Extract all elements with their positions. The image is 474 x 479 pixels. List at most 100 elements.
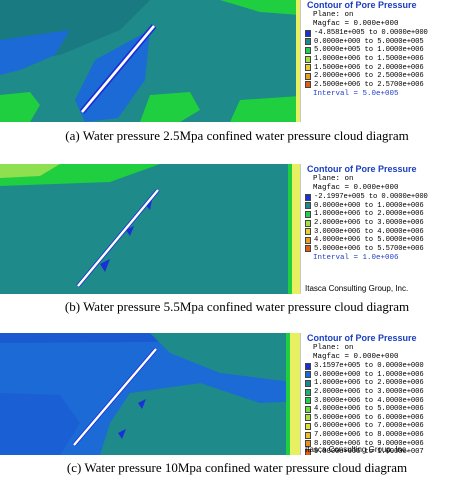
legend-row: 8.0000e+006 to 9.0000e+006 — [301, 439, 474, 448]
legend-row: 7.0000e+006 to 8.0000e+006 — [301, 431, 474, 440]
light-zone-top-left — [0, 164, 60, 178]
legend-title: Contour of Pore Pressure — [307, 164, 417, 174]
green-zone-bottom-left — [0, 92, 40, 122]
legend-range-label: 3.0000e+006 to 4.0000e+006 — [314, 227, 424, 236]
legend-range-label: 1.5000e+006 to 2.0000e+006 — [314, 63, 424, 72]
legend-row: 0.0000e+000 to 1.0000e+006 — [301, 371, 474, 380]
legend-swatch — [305, 236, 311, 244]
legend-swatch — [305, 397, 311, 405]
legend-swatch — [305, 431, 311, 439]
legend-rows: 3.1597e+005 to 0.0000e+000 0.0000e+000 t… — [301, 362, 474, 455]
legend-row: 0.0000e+000 to 1.0000e+006 — [301, 202, 474, 211]
legend-range-label: 2.0000e+006 to 3.0000e+006 — [314, 219, 424, 228]
legend-range-label: 1.0000e+006 to 2.0000e+006 — [314, 210, 424, 219]
legend-row: 1.0000e+006 to 1.5000e+006 — [301, 55, 474, 64]
legend-plane: Plane: on — [313, 11, 354, 19]
legend-row: 3.0000e+006 to 4.0000e+006 — [301, 227, 474, 236]
legend-range-label: -2.1997e+005 to 0.0000e+000 — [314, 193, 428, 202]
legend-a: Contour of Pore Pressure Plane: on Magfa… — [300, 0, 474, 122]
pocket-1 — [118, 429, 126, 439]
legend-swatch — [305, 72, 311, 80]
boundary-edge — [292, 164, 300, 294]
contour-plot-b — [0, 164, 300, 294]
legend-range-label: 5.0000e+005 to 1.0000e+006 — [314, 46, 424, 55]
legend-magfac: Magfac = 0.000e+000 — [313, 20, 399, 28]
legend-row: 6.0000e+006 to 7.0000e+006 — [301, 422, 474, 431]
legend-range-label: 4.0000e+006 to 5.0000e+006 — [314, 236, 424, 245]
legend-swatch — [305, 388, 311, 396]
legend-swatch — [305, 405, 311, 413]
legend-range-label: 2.0000e+006 to 2.5000e+006 — [314, 72, 424, 81]
panel-b: Contour of Pore Pressure Plane: on Magfa… — [0, 164, 474, 294]
legend-swatch — [305, 202, 311, 210]
legend-range-label: -4.8581e+005 to 0.0000e+000 — [314, 29, 428, 38]
boundary-edge-inner — [286, 333, 290, 455]
legend-range-label: 7.0000e+006 to 8.0000e+006 — [314, 431, 424, 440]
legend-range-label: 9.0000e+006 to 1.0000e+007 — [314, 448, 424, 455]
legend-credit: Itasca Consulting Group, Inc. — [305, 445, 409, 454]
teal-zone-top-right — [150, 333, 300, 383]
teal-zone-bottom — [100, 383, 300, 455]
legend-row: 5.0000e+005 to 1.0000e+006 — [301, 46, 474, 55]
caption-a: (a) Water pressure 2.5Mpa confined water… — [65, 128, 409, 143]
legend-range-label: 5.0000e+006 to 5.5700e+006 — [314, 244, 424, 253]
legend-row: 4.0000e+006 to 5.0000e+006 — [301, 236, 474, 245]
legend-row: 1.0000e+006 to 2.0000e+006 — [301, 379, 474, 388]
legend-swatch — [305, 422, 311, 430]
legend-row: 0.0000e+000 to 5.0000e+005 — [301, 38, 474, 47]
legend-range-label: 5.0000e+006 to 6.0000e+006 — [314, 413, 424, 422]
legend-swatch — [305, 38, 311, 46]
legend-row: 1.0000e+006 to 2.0000e+006 — [301, 210, 474, 219]
panel-c: Contour of Pore Pressure Plane: on Magfa… — [0, 333, 474, 455]
green-zone-bottom-right — [230, 96, 300, 122]
legend-swatch — [305, 371, 311, 379]
legend-row: 4.0000e+006 to 5.0000e+006 — [301, 405, 474, 414]
legend-range-label: 2.0000e+006 to 3.0000e+006 — [314, 388, 424, 397]
legend-row: -4.8581e+005 to 0.0000e+000 — [301, 29, 474, 38]
legend-range-label: 0.0000e+000 to 1.0000e+006 — [314, 201, 424, 210]
legend-row: 5.0000e+006 to 5.5700e+006 — [301, 245, 474, 254]
legend-row: 2.5000e+006 to 2.5700e+006 — [301, 81, 474, 90]
legend-row: 9.0000e+006 to 1.0000e+007 — [301, 448, 474, 455]
legend-swatch — [305, 46, 311, 54]
legend-c: Contour of Pore Pressure Plane: on Magfa… — [300, 333, 474, 455]
contour-plot-a — [0, 0, 300, 122]
legend-swatch — [305, 55, 311, 63]
legend-swatch — [305, 219, 311, 227]
blue-zone-left — [0, 393, 80, 455]
legend-row: 2.0000e+006 to 3.0000e+006 — [301, 219, 474, 228]
pocket-2 — [100, 259, 110, 272]
legend-row: 3.0000e+006 to 4.0000e+006 — [301, 396, 474, 405]
legend-plane: Plane: on — [313, 344, 354, 352]
contour-plot-c — [0, 333, 300, 455]
legend-range-label: 4.0000e+006 to 5.0000e+006 — [314, 405, 424, 414]
boundary-edge — [290, 333, 300, 455]
legend-rows: -4.8581e+005 to 0.0000e+000 0.0000e+000 … — [301, 29, 474, 89]
fault-line — [73, 348, 157, 446]
pocket-3 — [145, 200, 152, 210]
blue-zone-left — [0, 30, 70, 75]
legend-range-label: 0.0000e+000 to 5.0000e+005 — [314, 37, 424, 46]
legend-range-label: 2.5000e+006 to 2.5700e+006 — [314, 80, 424, 89]
legend-range-label: 1.0000e+006 to 2.0000e+006 — [314, 379, 424, 388]
legend-row: -2.1997e+005 to 0.0000e+000 — [301, 193, 474, 202]
legend-swatch — [305, 228, 311, 236]
green-zone-bottom-center — [140, 92, 200, 122]
legend-swatch — [305, 245, 311, 253]
legend-swatch — [305, 440, 311, 448]
legend-interval: Interval = 1.0e+006 — [313, 254, 399, 263]
fault-line — [81, 25, 155, 113]
legend-magfac: Magfac = 0.000e+000 — [313, 184, 399, 192]
legend-range-label: 0.0000e+000 to 1.0000e+006 — [314, 370, 424, 379]
legend-row: 3.1597e+005 to 0.0000e+000 — [301, 362, 474, 371]
legend-range-label: 8.0000e+006 to 9.0000e+006 — [314, 439, 424, 448]
plot-background — [0, 164, 300, 294]
legend-swatch — [305, 448, 311, 455]
legend-row: 2.0000e+006 to 3.0000e+006 — [301, 388, 474, 397]
legend-credit: Itasca Consulting Group, Inc. — [305, 284, 409, 293]
legend-swatch — [305, 81, 311, 89]
legend-swatch — [305, 379, 311, 387]
legend-swatch — [305, 210, 311, 218]
legend-swatch — [305, 414, 311, 422]
boundary-edge-inner — [288, 164, 292, 294]
